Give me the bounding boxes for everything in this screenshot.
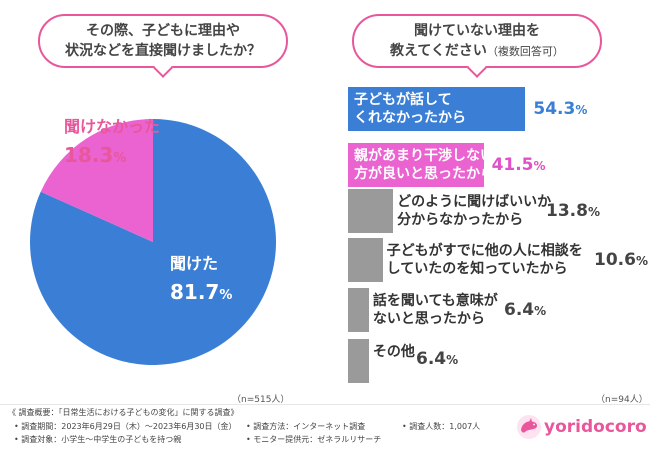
bar-value-label: 6.4% [504, 300, 547, 320]
pie-slice-name: 聞けた [170, 254, 219, 273]
bar [348, 288, 369, 332]
question-bubble-left: その際、子どもに理由や 状況などを直接聞けましたか？ [38, 14, 288, 78]
bar: 親があまり干渉しない 方が良いと思ったから [348, 143, 494, 187]
question-line: その際、子どもに理由や [86, 23, 240, 39]
bar-label-line: 分からなかったから [397, 212, 524, 228]
bar [348, 339, 369, 383]
logo-text: yoridocoro [544, 417, 647, 437]
bar-category-label: どのように聞けばいいか 分からなかったから [397, 193, 551, 229]
bar-label-line: 話を聞いても意味が [372, 293, 498, 309]
survey-footer [0, 404, 650, 450]
bar [348, 189, 394, 233]
footer-method: • 調査方法：インターネット調査 [246, 422, 366, 431]
bar-label-line: 子どもが話して [354, 92, 452, 108]
bar: 子どもが話して くれなかったから [348, 87, 526, 131]
bar-row: 話を聞いても意味が ないと思ったから 6.4% [348, 288, 546, 332]
pie-slice-name: 聞けなかった [64, 117, 161, 136]
bar-label-line: 親があまり干渉しない [354, 148, 494, 164]
bar-label-line: していたのを知っていたから [386, 261, 568, 277]
bar-label-line: くれなかったから [354, 110, 466, 126]
bar-value-label: 41.5% [491, 155, 546, 175]
bar [348, 238, 383, 282]
bar-value-label: 13.8% [546, 201, 600, 221]
bar-label-line: どのように聞けばいいか [397, 194, 552, 210]
bar-category-label: 親があまり干渉しない 方が良いと思ったから [354, 147, 494, 183]
dolphin-icon [517, 415, 541, 439]
question-note: （複数回答可） [486, 44, 564, 58]
footer-target: • 調査対象：小学生～中学生の子どもを持つ親 [14, 435, 182, 444]
bar-value-label: 10.6% [594, 250, 648, 270]
footer-period: • 調査期間：2023年6月29日（木）～2023年6月30日（金） [14, 422, 237, 431]
bar-row: その他 6.4% [348, 339, 458, 383]
bar-row: 親があまり干渉しない 方が良いと思ったから 41.5% [348, 143, 546, 187]
pie-label-asked: 聞けた 81.7% [170, 255, 232, 303]
pie-label-not-asked: 聞けなかった 18.3% [64, 118, 160, 166]
question-text-left: その際、子どもに理由や 状況などを直接聞けましたか？ [65, 21, 261, 61]
question-text-right: 聞けていない理由を 教えてください（複数回答可） [390, 21, 564, 62]
sample-size-right: （n=94人） [596, 395, 648, 405]
question-bubble-right: 聞けていない理由を 教えてください（複数回答可） [352, 14, 602, 78]
bar-category-label: 子どもが話して くれなかったから [354, 91, 466, 127]
bar-value-label: 6.4% [416, 349, 459, 369]
footer-count: • 調査人数：1,007人 [402, 422, 481, 431]
question-line: 聞けていない理由を [413, 22, 540, 39]
pie-slice [29, 119, 276, 365]
bar-category-label: 話を聞いても意味が ないと思ったから [373, 292, 498, 328]
pie-slice [40, 119, 153, 242]
pie-slice-value: 18.3% [64, 142, 127, 167]
bar-category-label: その他 [373, 343, 415, 361]
pie-slice-value: 81.7% [170, 279, 233, 304]
sample-size-left: （n=515人） [232, 395, 290, 405]
question-line: 状況などを直接聞けましたか？ [65, 43, 261, 59]
bar-label-line: ないと思ったから [372, 311, 485, 327]
footer-provider: • モニター提供元：ゼネラルリサーチ [246, 435, 382, 444]
bar-row: 子どもがすでに他の人に相談を していたのを知っていたから 10.6% [348, 238, 648, 282]
bar-row: どのように聞けばいいか 分からなかったから 13.8% [348, 189, 600, 233]
bar-value-label: 54.3% [533, 99, 588, 119]
bar-label-line: その他 [372, 344, 415, 360]
question-line: 教えてください [390, 42, 487, 59]
bar-label-line: 子どもがすでに他の人に相談を [386, 243, 583, 259]
bar-row: 子どもが話して くれなかったから 54.3% [348, 87, 587, 131]
brand-logo: yoridocoro [516, 414, 647, 440]
bar-category-label: 子どもがすでに他の人に相談を していたのを知っていたから [387, 242, 583, 278]
bar-label-line: 方が良いと思ったから [354, 166, 494, 182]
footer-title: 《 調査概要：「日常生活における子どもの変化」に関する調査》 [8, 408, 239, 417]
